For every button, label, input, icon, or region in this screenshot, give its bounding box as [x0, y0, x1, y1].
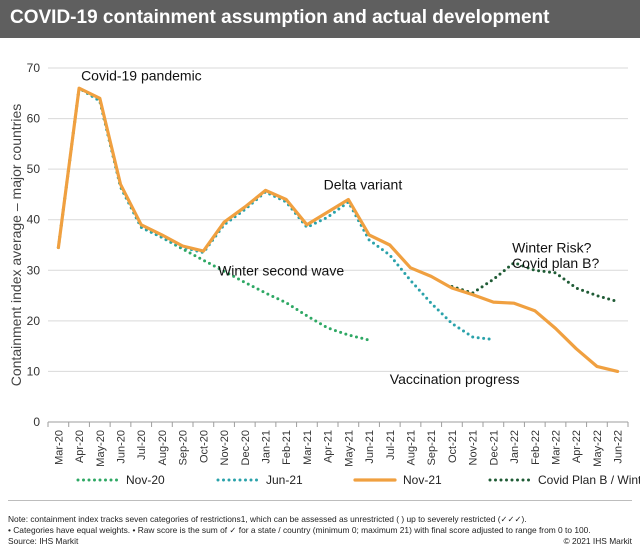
series-line-nov-20: [56, 86, 371, 342]
chart-annotation: Covid plan B?: [512, 255, 599, 271]
x-tick-label: Mar-21: [302, 430, 314, 465]
x-tick-label: Jul-21: [385, 430, 397, 460]
line-chart: 0 10 20 30 40 50 60 70 Mar-20 Apr-20 May-20 Jun-20 J…: [8, 61, 640, 487]
x-tick-label: Oct-21: [447, 430, 459, 463]
x-tick-label: Dec-21: [488, 430, 500, 465]
x-tick-label: Jun-20: [116, 430, 128, 464]
y-tick-label: 10: [27, 364, 41, 378]
x-tick-label: Sep-20: [178, 430, 190, 465]
chart-header: COVID-19 containment assumption and actu…: [0, 0, 640, 38]
x-tick-label: Nov-20: [219, 430, 231, 465]
footer: Note: containment index tracks seven cat…: [8, 514, 632, 547]
series-lines: [56, 86, 620, 373]
legend-label: Covid Plan B / Winter risk?: [538, 473, 640, 487]
legend: Nov-20 Jun-21 Nov-21 Covid Plan B / Winter …: [76, 473, 640, 487]
x-tick-label: Aug-20: [157, 430, 169, 465]
y-tick-label: 0: [33, 415, 40, 429]
footer-divider: [8, 500, 632, 501]
x-tick-label: Mar-20: [53, 430, 65, 465]
x-tick-label: Sep-21: [426, 430, 438, 465]
x-tick-label: Jan-21: [261, 430, 273, 464]
footer-note-1: Note: containment index tracks seven cat…: [8, 514, 527, 524]
x-tick-label: Jan-22: [509, 430, 521, 464]
footer-source-row: Source: IHS Markit © 2021 IHS Markit: [8, 536, 632, 547]
y-tick-label: 60: [27, 112, 41, 126]
chart-annotation: Vaccination progress: [390, 371, 520, 387]
y-tick-label: 50: [27, 162, 41, 176]
axes: 0 10 20 30 40 50 60 70 Mar-20 Apr-20 May-20 Jun-20 J…: [8, 61, 629, 467]
chart-annotation: Winter second wave: [218, 262, 344, 278]
x-tick-label: Mar-22: [551, 430, 563, 465]
footer-copyright: © 2021 IHS Markit: [563, 536, 632, 546]
series-line-jun-21: [56, 86, 495, 342]
x-tick-label: Apr-21: [323, 430, 335, 463]
x-tick-label: Nov-21: [468, 430, 480, 465]
y-axis-label: Containment index average – major countr…: [8, 104, 24, 387]
x-tick-label: Jun-22: [613, 430, 625, 464]
legend-label: Jun-21: [266, 473, 303, 487]
series-line-nov-21: [56, 86, 620, 373]
footer-source: Source: IHS Markit: [8, 536, 79, 546]
footer-note-2: • Categories have equal weights. • Raw s…: [8, 525, 591, 535]
y-tick-label: 70: [27, 61, 41, 75]
x-tick-label: Jun-21: [364, 430, 376, 464]
x-tick-label: Oct-20: [198, 430, 210, 463]
x-tick-label: Feb-22: [530, 430, 542, 465]
x-tick-label: May-21: [343, 430, 355, 467]
x-tick-label: Apr-22: [571, 430, 583, 463]
x-tick-label: May-22: [592, 430, 604, 467]
chart-title: COVID-19 containment assumption and actu…: [10, 7, 550, 28]
annotations: Covid-19 pandemic Delta variant Winter sec…: [81, 68, 599, 387]
y-tick-label: 30: [27, 263, 41, 277]
x-tick-label: May-20: [95, 430, 107, 467]
chart-annotation: Covid-19 pandemic: [81, 68, 202, 84]
y-tick-label: 20: [27, 314, 41, 328]
x-tick-label: Aug-21: [406, 430, 418, 465]
chart-area: 0 10 20 30 40 50 60 70 Mar-20 Apr-20 May-20 Jun-20 J…: [0, 38, 640, 498]
chart-annotation: Delta variant: [324, 176, 403, 192]
legend-label: Nov-20: [126, 473, 165, 487]
x-tick-label: Apr-20: [74, 430, 86, 463]
chart-annotation: Winter Risk?: [512, 240, 592, 256]
x-tick-label: Jul-20: [136, 430, 148, 460]
x-tick-label: Feb-21: [281, 430, 293, 465]
x-tick-label: Dec-20: [240, 430, 252, 465]
gridlines: [48, 67, 628, 423]
y-tick-label: 40: [27, 213, 41, 227]
legend-label: Nov-21: [403, 473, 442, 487]
